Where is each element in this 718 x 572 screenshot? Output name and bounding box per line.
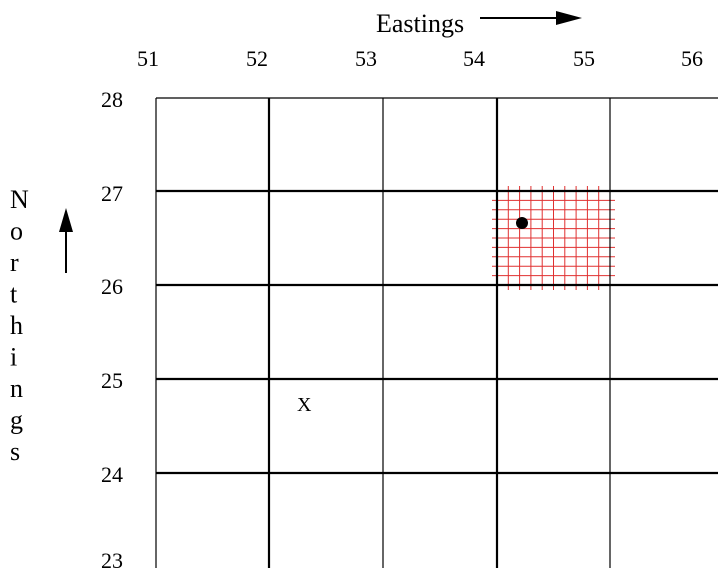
y-tick-label: 25 <box>101 368 123 393</box>
x-tick-label: 54 <box>463 46 485 71</box>
x-tick-label: 53 <box>355 46 377 71</box>
main-grid <box>155 97 718 568</box>
x-tick-label: 56 <box>681 46 703 71</box>
northings-arrow-icon <box>59 208 73 273</box>
y-tick-label: 27 <box>101 181 123 206</box>
eastings-title: Eastings <box>376 9 464 38</box>
fine-grid-square <box>492 186 615 290</box>
cross-marker: X <box>297 394 312 416</box>
x-tick-label: 55 <box>573 46 595 71</box>
x-tick-label: 51 <box>137 46 159 71</box>
x-tick-label: 52 <box>246 46 268 71</box>
location-dot <box>516 217 528 229</box>
y-tick-label: 26 <box>101 274 123 299</box>
y-tick-label: 28 <box>101 87 123 112</box>
y-tick-label: 24 <box>101 462 123 487</box>
eastings-tick-labels: 51 52 53 54 55 56 <box>137 46 703 71</box>
eastings-arrow-icon <box>480 11 582 25</box>
northings-tick-labels: 28 27 26 25 24 23 <box>101 87 123 572</box>
y-tick-label: 23 <box>101 548 123 572</box>
